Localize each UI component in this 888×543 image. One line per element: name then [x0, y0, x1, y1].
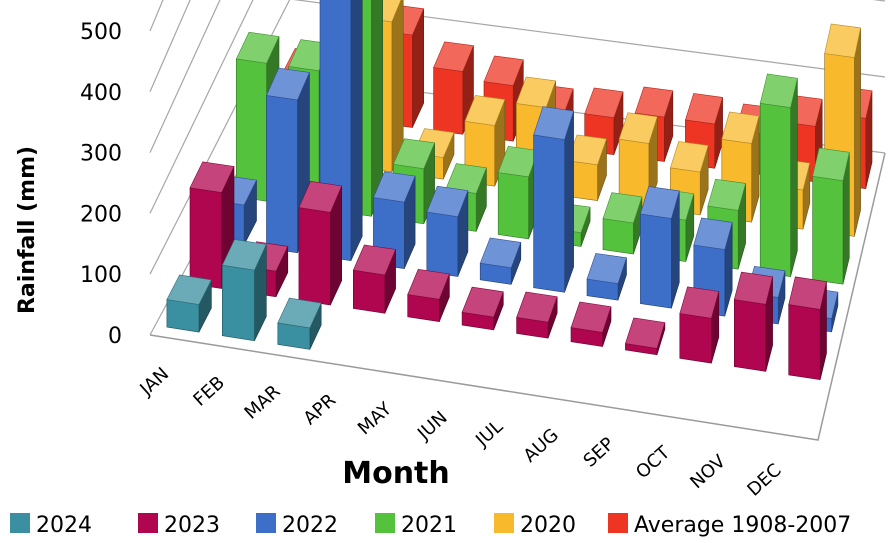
- x-tick-label: MAY: [354, 398, 397, 439]
- bar-2022-jun: [479, 237, 522, 285]
- legend-item: 2021: [375, 513, 457, 538]
- legend-item: 2020: [494, 513, 576, 538]
- bar-2023-sep: [625, 317, 666, 356]
- x-tick-label: JUL: [471, 416, 507, 451]
- y-tick-label: 400: [80, 81, 122, 106]
- y-axis-label: Rainfall (mm): [15, 146, 40, 314]
- x-tick-label: DEC: [743, 460, 785, 501]
- x-tick-label: OCT: [632, 442, 675, 484]
- bar-2023-jan: [189, 161, 235, 289]
- bar-2023-jul: [516, 291, 558, 339]
- bar-2021-nov: [759, 73, 798, 277]
- bar-average-1908-2007-apr: [433, 41, 474, 135]
- y-tick-label: 100: [80, 263, 122, 288]
- x-tick-label: MAR: [241, 381, 285, 424]
- y-tick-label: 500: [80, 20, 122, 45]
- legend-item: 2023: [138, 513, 220, 538]
- legend-item: 2022: [256, 513, 338, 538]
- legend-label: Average 1908-2007: [634, 513, 851, 538]
- legend: 2024 2023 2022 2021 2020 Average 1908-2007: [10, 513, 851, 538]
- bar-2022-jul: [533, 106, 574, 293]
- x-tick-label: AUG: [519, 425, 562, 467]
- legend-swatch: [10, 513, 30, 533]
- x-tick-label: JAN: [135, 364, 173, 401]
- legend-swatch: [494, 513, 514, 533]
- bar-2021-dec: [812, 147, 850, 285]
- bar-2022-may: [426, 185, 469, 277]
- bar-2022-sep: [640, 186, 680, 309]
- legend-label: 2024: [36, 513, 92, 538]
- bar-2023-nov: [733, 271, 773, 372]
- bar-2022-aug: [586, 253, 627, 301]
- bar-2023-apr: [352, 244, 397, 314]
- bar-2023-mar: [298, 180, 343, 306]
- bar-2024-jan: [166, 274, 212, 333]
- y-tick-label: 0: [108, 324, 122, 349]
- bar-2024-feb: [221, 239, 267, 342]
- y-tick-label: 300: [80, 142, 122, 167]
- bar-2020-aug: [618, 112, 658, 209]
- legend-swatch: [138, 513, 158, 533]
- legend-swatch: [608, 513, 628, 533]
- x-tick-label: JUN: [413, 407, 452, 445]
- bar-2021-jun: [497, 145, 539, 240]
- chart-bars: [166, 0, 873, 381]
- bar-2021-aug: [602, 192, 643, 255]
- x-tick-label: APR: [300, 390, 341, 429]
- x-tick-label: SEP: [579, 433, 618, 471]
- legend-swatch: [256, 513, 276, 533]
- legend-label: 2021: [401, 513, 457, 538]
- bar-2024-mar: [277, 297, 322, 350]
- bar-2023-dec: [788, 276, 827, 381]
- legend-item: 2024: [10, 513, 92, 538]
- bar-2023-may: [407, 268, 450, 322]
- x-tick-label: NOV: [686, 451, 730, 494]
- bar-2023-jun: [461, 286, 504, 331]
- bar-2023-oct: [679, 286, 720, 364]
- y-tick-label: 200: [80, 202, 122, 227]
- legend-label: 2022: [282, 513, 338, 538]
- bar-2023-aug: [570, 301, 612, 347]
- x-tick-label: FEB: [189, 372, 228, 410]
- legend-swatch: [375, 513, 395, 533]
- y-axis-ticks: 0 100 200 300 400 500: [80, 20, 122, 349]
- legend-label: 2023: [164, 513, 220, 538]
- legend-label: 2020: [520, 513, 576, 538]
- legend-item: Average 1908-2007: [608, 513, 851, 538]
- bar-2020-jul: [567, 134, 607, 201]
- x-axis-label: Month: [342, 456, 450, 491]
